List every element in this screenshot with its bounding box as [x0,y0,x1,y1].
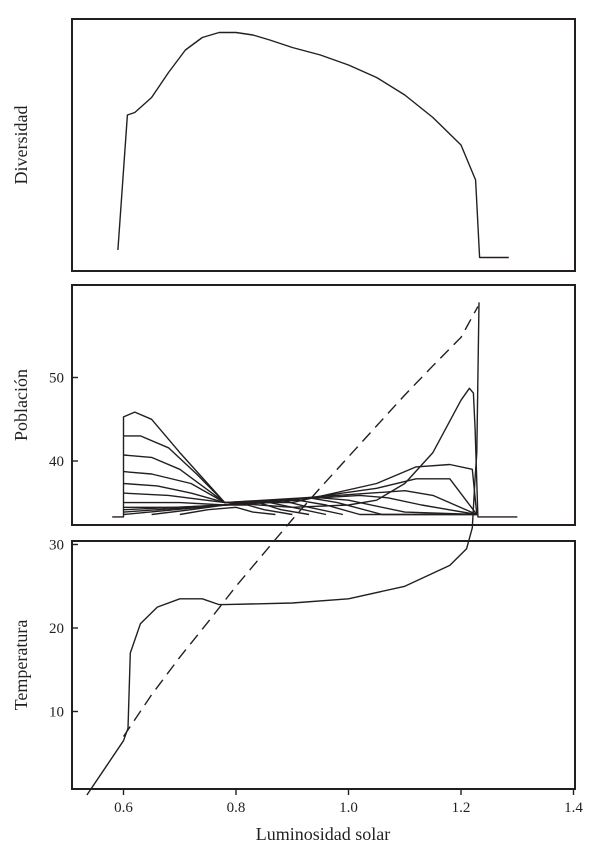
temperature-axis-label: Temperatura [11,620,31,711]
x-tick-label-4: 1.4 [564,800,583,816]
diversity-panel: Diversidad [11,18,576,272]
series-line-1-9 [123,501,327,516]
series-line-1-12 [179,506,276,516]
population-axis-label: Población [11,369,31,441]
x-tick-label-3: 1.2 [452,800,471,816]
temperature-curves [86,302,480,796]
dashed-line-2-1 [122,306,479,737]
series-line-0-0 [117,31,509,259]
temperature-panel: 0.6 0.8 1.0 1.2 1.4 10 20 30 40 50 Temperatura Lu… [11,302,583,844]
y-tick-label-3: 40 [49,454,64,470]
y-tick-label-1: 20 [49,621,64,637]
population-curves [112,387,518,518]
series-line-1-11 [151,504,293,516]
x-tick-label-0: 0.6 [114,800,133,816]
series-line-1-10 [123,501,310,516]
population-frame [71,284,576,526]
x-tick-label-2: 1.0 [339,800,358,816]
diversity-frame [71,18,576,272]
diversity-axis-label: Diversidad [11,106,31,185]
x-tick-label-1: 0.8 [227,800,246,816]
population-panel: Población [11,284,576,526]
series-line-2-0 [86,302,480,796]
series-line-1-8 [123,499,344,516]
temperature-ticks: 0.6 0.8 1.0 1.2 1.4 10 20 30 40 50 [49,371,583,817]
y-tick-label-4: 50 [49,371,64,387]
y-tick-label-0: 10 [49,705,64,721]
series-line-1-5 [123,492,477,516]
x-axis-label: Luminosidad solar [256,824,390,844]
y-tick-label-2: 30 [49,538,64,554]
diversity-curves [117,31,509,259]
temperature-frame [71,540,576,790]
